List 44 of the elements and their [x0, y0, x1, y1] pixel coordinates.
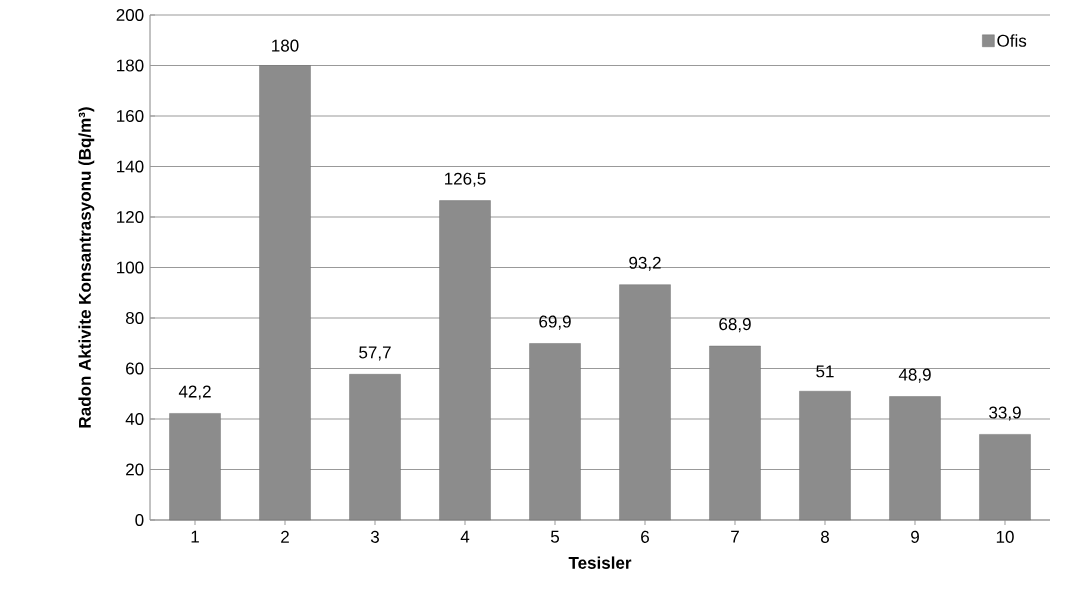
bar: [889, 396, 941, 521]
y-tick-label: 0: [135, 513, 144, 527]
x-tick-label: 8: [821, 530, 829, 543]
x-tick-label: 1: [191, 530, 199, 543]
data-label: 51: [816, 365, 834, 378]
data-label: 126,5: [445, 172, 486, 187]
y-tick-label: 200: [116, 8, 144, 22]
data-label: 48,9: [898, 368, 931, 383]
y-tick-label: 80: [125, 311, 144, 325]
y-tick-label: 140: [117, 160, 144, 173]
data-label: 69,9: [539, 315, 571, 330]
bar: [529, 343, 581, 521]
y-tick-label: 100: [117, 261, 144, 274]
x-tick-label: 3: [370, 530, 379, 543]
data-label: 180: [272, 39, 299, 52]
y-tick-label: 180: [117, 59, 144, 72]
x-axis-title: Tesisler: [568, 556, 632, 569]
y-tick-label: 120: [117, 210, 144, 224]
bar: [979, 434, 1031, 521]
x-tick-label: 6: [641, 530, 649, 543]
data-label: 93,2: [629, 256, 661, 271]
bar: [799, 391, 851, 521]
x-tick-label: 7: [731, 530, 739, 543]
bar: [709, 345, 761, 521]
legend-label: Ofis: [997, 34, 1027, 47]
bar: [169, 413, 221, 521]
bar: [439, 200, 491, 521]
x-tick-label: 9: [911, 530, 919, 543]
data-label: 68,9: [719, 318, 751, 333]
x-tick-label: 4: [460, 530, 470, 543]
y-tick-label: 20: [126, 463, 144, 476]
y-tick-label: 60: [126, 362, 144, 375]
x-tick-label: 5: [550, 530, 560, 543]
y-tick-label: 40: [125, 412, 144, 426]
y-axis-title: Radon Aktivite Konsantrasyonu (Bq/m³): [78, 107, 95, 428]
bar: [619, 284, 671, 521]
y-tick-label: 160: [117, 109, 144, 123]
data-label: 57,7: [359, 346, 391, 361]
data-label: 42,2: [178, 385, 211, 400]
x-tick-label: 10: [996, 530, 1014, 543]
bar: [259, 65, 311, 521]
data-label: 33,9: [989, 406, 1021, 421]
x-tick-label: 2: [281, 530, 289, 543]
bar: [349, 374, 401, 521]
